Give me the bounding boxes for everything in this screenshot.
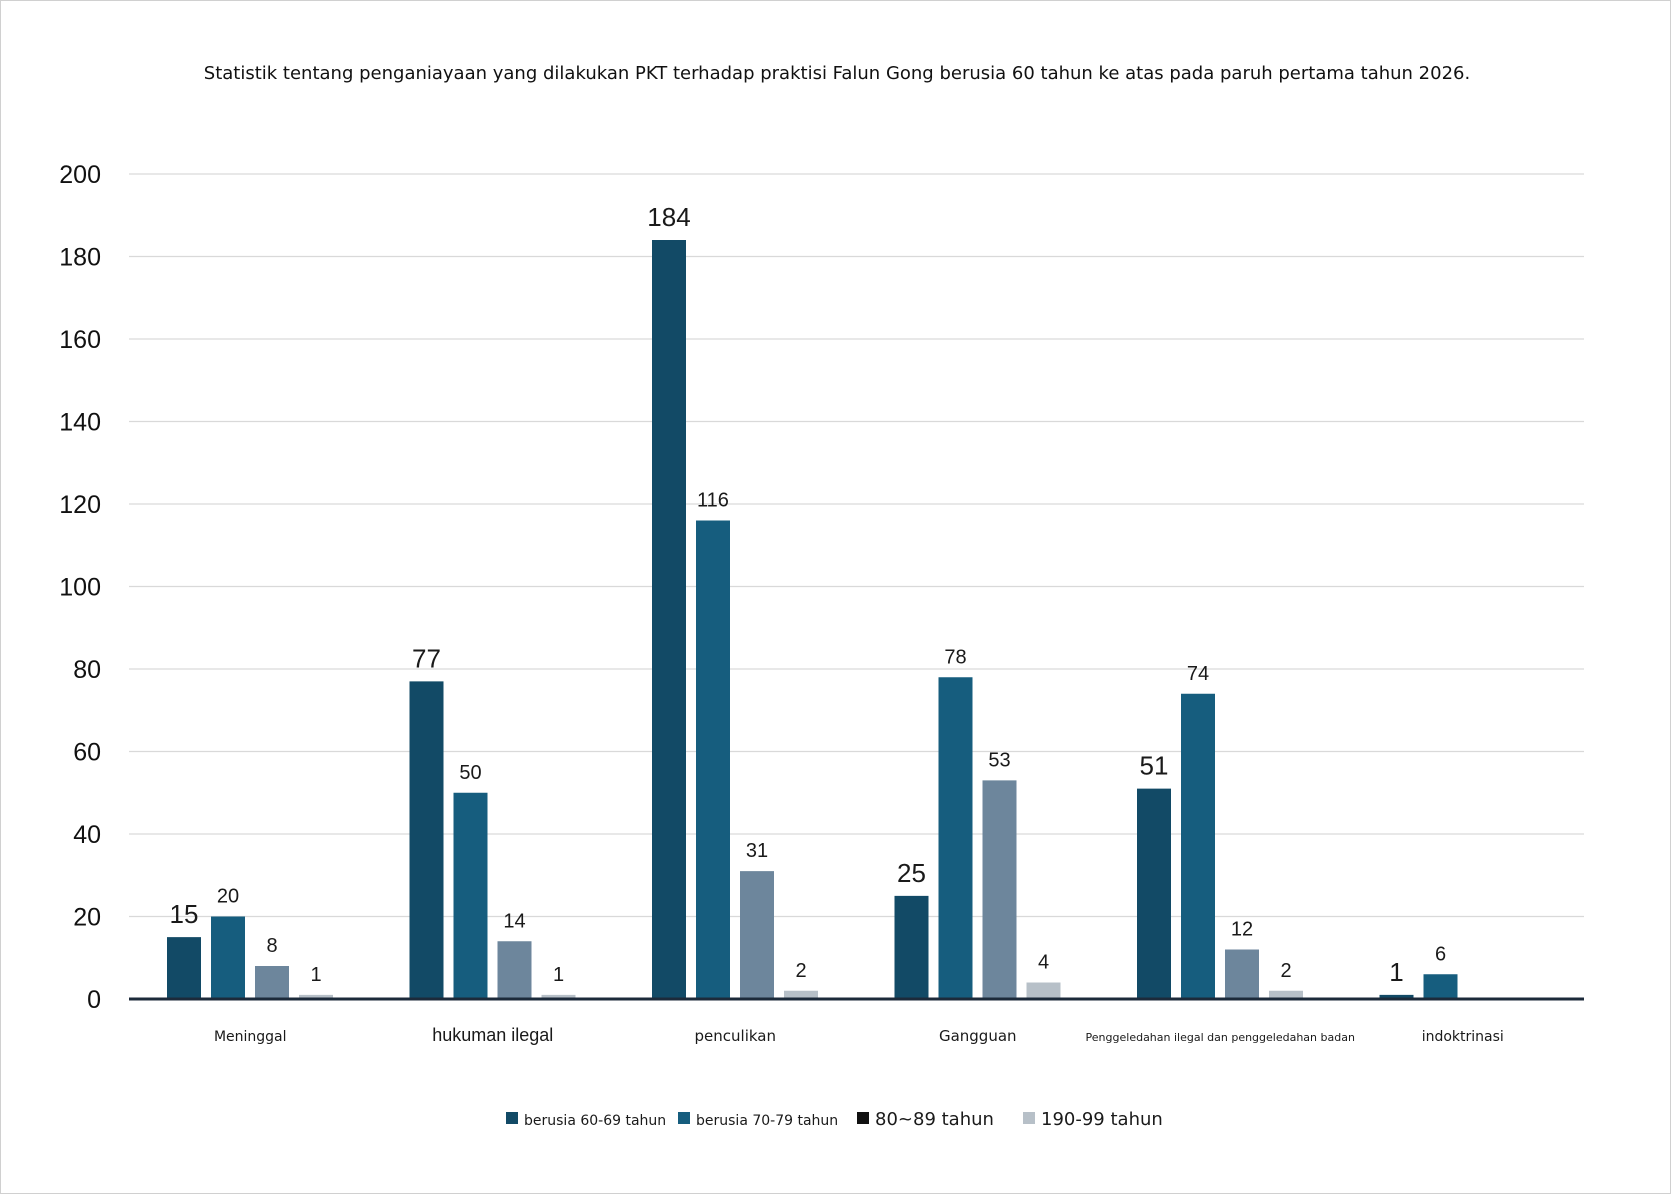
data-label: 2 <box>1280 960 1291 982</box>
y-tick-label: 0 <box>87 986 101 1014</box>
data-label: 20 <box>217 886 239 908</box>
y-tick-label: 200 <box>59 161 101 189</box>
y-tick-label: 180 <box>59 244 101 272</box>
x-tick-label: penculikan <box>695 1027 776 1045</box>
bar <box>299 994 333 999</box>
y-tick-label: 100 <box>59 574 101 602</box>
data-label: 8 <box>266 935 277 957</box>
data-label: 74 <box>1187 663 1209 685</box>
y-tick-label: 80 <box>73 656 101 684</box>
bar <box>1269 990 1303 999</box>
bar <box>211 916 245 999</box>
data-label: 1 <box>1389 957 1403 987</box>
y-tick-label: 60 <box>73 739 101 767</box>
data-label: 77 <box>412 643 441 673</box>
bar <box>1137 788 1171 999</box>
data-label: 6 <box>1435 943 1446 965</box>
data-label: 25 <box>897 858 926 888</box>
data-label: 4 <box>1038 952 1049 974</box>
data-label: 15 <box>170 899 199 929</box>
bar <box>255 966 289 999</box>
bar <box>409 681 444 999</box>
data-label: 12 <box>1231 919 1253 941</box>
bar <box>541 994 576 999</box>
legend-label: berusia 60-69 tahun <box>524 1113 666 1129</box>
legend: berusia 60-69 tahun berusia 70-79 tahun 80… <box>506 1109 1163 1130</box>
y-tick-label: 140 <box>59 409 101 437</box>
data-label: 51 <box>1140 751 1169 781</box>
x-tick-label: Penggeledahan ilegal dan penggeledahan b… <box>1086 1031 1355 1044</box>
x-tick-label: hukuman ilegal <box>432 1025 553 1045</box>
bar <box>453 792 488 999</box>
bar <box>1181 693 1215 999</box>
bar <box>894 895 929 999</box>
y-axis-ticks: 0 20 40 60 80 100 120 140 160 180 200 <box>59 161 101 1014</box>
y-tick-label: 160 <box>59 326 101 354</box>
bar <box>1423 974 1458 999</box>
data-label: 78 <box>944 646 966 668</box>
bars <box>167 240 1458 999</box>
data-label: 1 <box>553 964 564 986</box>
bar <box>652 240 686 999</box>
x-tick-label: Meninggal <box>214 1029 287 1045</box>
data-label: 50 <box>459 762 481 784</box>
bar <box>497 941 532 999</box>
legend-label: 80~89 tahun <box>875 1109 994 1130</box>
bar <box>167 937 201 999</box>
legend-label: 190-99 tahun <box>1041 1109 1163 1130</box>
grid-lines <box>129 173 1584 918</box>
legend-swatch <box>1023 1112 1035 1124</box>
data-label: 184 <box>647 202 690 232</box>
category-labels: Meninggal hukuman ilegal penculikan Ganggua… <box>214 1025 1504 1045</box>
bar <box>1225 949 1259 999</box>
data-label: 31 <box>746 840 768 862</box>
x-tick-label: indoktrinasi <box>1422 1029 1504 1045</box>
bar <box>696 520 730 999</box>
data-labels: 15 20 8 1 77 50 14 1 184 116 31 2 25 78 53 4 51 74 12 2 1 6 <box>170 202 1447 987</box>
y-tick-label: 20 <box>73 904 101 932</box>
bar <box>784 990 818 999</box>
data-label: 14 <box>503 910 525 932</box>
bar <box>938 677 973 999</box>
legend-label: berusia 70-79 tahun <box>696 1113 838 1129</box>
legend-swatch <box>857 1112 869 1124</box>
bar <box>740 871 774 999</box>
data-label: 1 <box>310 964 321 986</box>
bar <box>1379 994 1414 999</box>
bar <box>982 780 1017 999</box>
legend-swatch <box>506 1112 518 1124</box>
y-tick-label: 40 <box>73 821 101 849</box>
chart-title: Statistik tentang penganiayaan yang dila… <box>204 63 1470 84</box>
y-tick-label: 120 <box>59 491 101 519</box>
data-label: 116 <box>697 490 729 512</box>
bar <box>1026 982 1061 999</box>
x-tick-label: Gangguan <box>939 1027 1017 1045</box>
data-label: 2 <box>795 960 806 982</box>
data-label: 53 <box>988 749 1010 771</box>
legend-swatch <box>678 1112 690 1124</box>
